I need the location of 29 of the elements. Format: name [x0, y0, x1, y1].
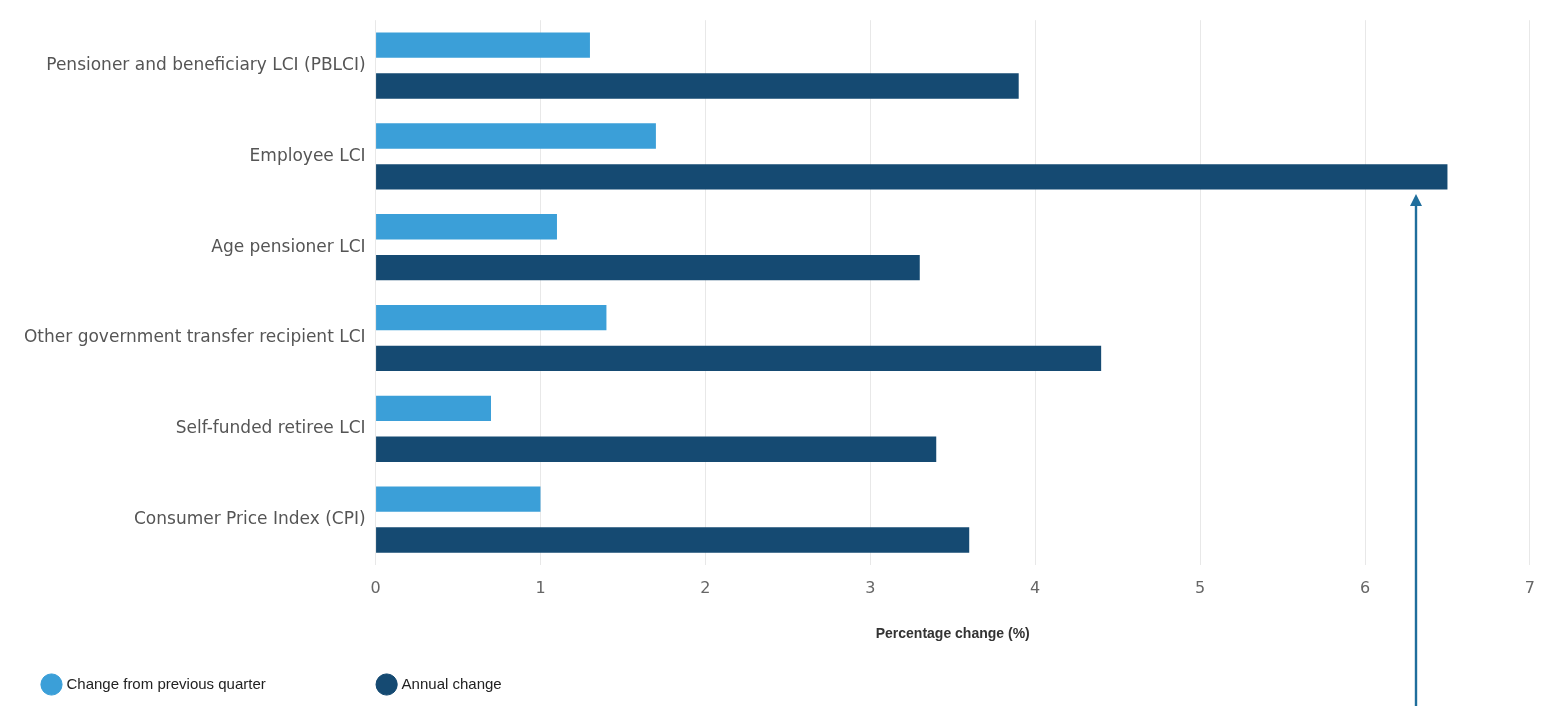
x-tick-label: 2: [700, 577, 711, 597]
bar: [376, 304, 607, 331]
y-tick-label: Pensioner and beneficiary LCI (PBLCI): [46, 54, 366, 75]
bar: [376, 32, 590, 58]
x-tick-label: 5: [1195, 577, 1206, 597]
legend-label: Change from previous quarter: [66, 674, 350, 692]
x-tick-label: 3: [865, 577, 876, 597]
x-tick-label: 1: [535, 577, 546, 597]
bar: [376, 436, 937, 462]
x-axis-title: Percentage change (%): [875, 625, 1030, 642]
bar: [376, 395, 491, 422]
x-tick-label: 6: [1359, 577, 1371, 597]
bar: [376, 123, 656, 149]
x-tick-label: 4: [1030, 577, 1041, 597]
bar: [376, 214, 557, 240]
bar: [376, 486, 541, 512]
bar: [376, 73, 1019, 99]
bar: [376, 345, 1102, 372]
bar: [376, 527, 970, 553]
y-tick-label: Self-funded retiree LCI: [175, 417, 366, 438]
x-tick-label: 0: [370, 577, 381, 597]
legend-label: Annual change: [401, 674, 586, 692]
bar: [376, 254, 920, 281]
y-tick-label: Age pensioner LCI: [211, 235, 366, 256]
bar: [376, 164, 1448, 190]
y-tick-label: Consumer Price Index (CPI): [133, 508, 366, 529]
y-tick-label: Other government transfer recipient LCI: [23, 326, 366, 347]
y-tick-label: Employee LCI: [249, 144, 366, 165]
x-tick-label: 7: [1524, 577, 1535, 597]
